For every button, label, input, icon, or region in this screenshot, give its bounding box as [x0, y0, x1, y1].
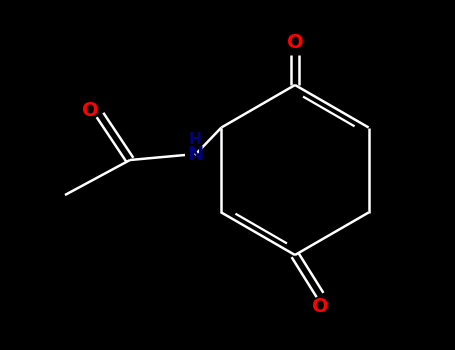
Text: O: O	[312, 298, 329, 316]
Text: O: O	[287, 34, 303, 52]
Text: O: O	[82, 100, 98, 119]
Text: N: N	[187, 146, 203, 164]
Text: H: H	[189, 132, 202, 147]
